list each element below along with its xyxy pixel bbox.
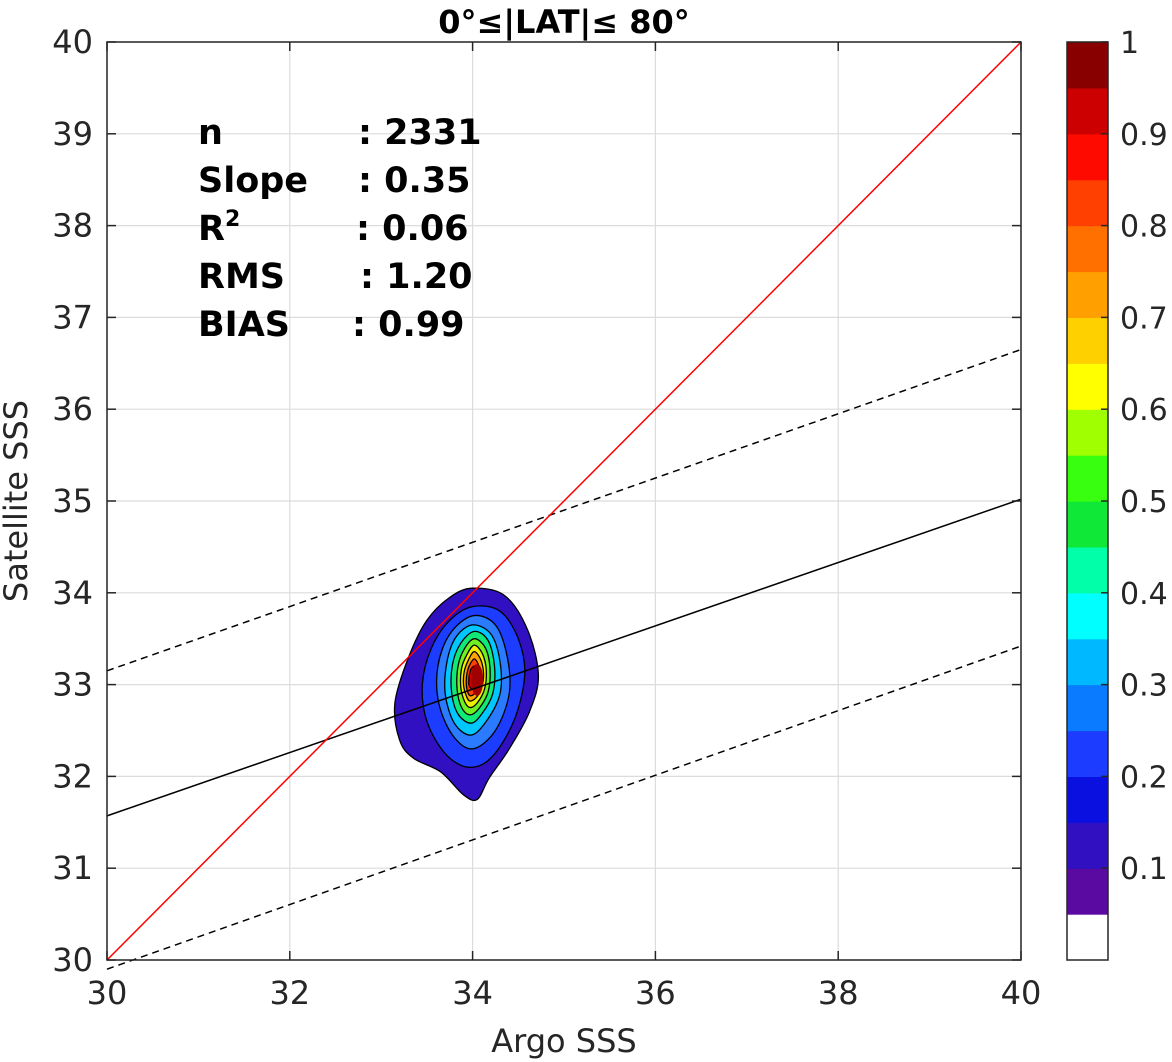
colorbar-tick-label: 0.7	[1120, 301, 1168, 336]
y-tick-label: 31	[52, 849, 93, 887]
colorbar-tick-label: 0.9	[1120, 118, 1168, 153]
colorbar-segment	[1067, 868, 1108, 915]
stats-annotation: n : 2331 Slope : 0.35 R2 : 0.06 RMS : 1.20 BIAS:…	[198, 113, 482, 345]
colorbar-segment	[1067, 363, 1108, 410]
x-tick-label: 40	[1001, 974, 1042, 1012]
x-tick-label: 30	[87, 974, 128, 1012]
colorbar-tick-label: 0.6	[1120, 393, 1168, 428]
y-tick-label: 34	[52, 574, 93, 612]
colorbar-segment	[1067, 317, 1108, 364]
colorbar-tick-label: 0.5	[1120, 485, 1168, 520]
colorbar-segment	[1067, 133, 1108, 181]
colorbar-segment	[1067, 179, 1108, 227]
colorbar-segment	[1067, 87, 1108, 135]
colorbar-segment	[1067, 225, 1108, 273]
x-axis-ticks: 30 32 34 36 38 40	[87, 42, 1042, 1012]
stat-label: RMS	[198, 257, 285, 297]
colorbar-segment	[1067, 776, 1108, 823]
y-tick-label: 40	[52, 23, 93, 61]
stat-value: : 2331	[358, 113, 482, 153]
stat-label: Slope	[198, 161, 308, 201]
colorbar-tick-label: 0.1	[1120, 852, 1168, 887]
x-tick-label: 34	[452, 974, 493, 1012]
colorbar-segment	[1067, 271, 1108, 318]
x-tick-label: 32	[269, 974, 310, 1012]
stat-value: : 1.20	[360, 257, 473, 297]
colorbar-segment	[1067, 455, 1108, 502]
density-peak	[471, 664, 484, 697]
colorbar-segment	[1067, 822, 1108, 869]
stat-superscript: 2	[225, 207, 240, 232]
lower-bound-line	[106, 645, 1022, 970]
y-tick-label: 38	[52, 207, 93, 245]
y-axis-ticks: 30 31 32 33 34 35 36 37 38 39 40	[52, 23, 1021, 979]
regression-fit-line	[106, 498, 1022, 817]
y-tick-label: 30	[52, 941, 93, 979]
colorbar-segment	[1067, 914, 1108, 961]
stat-label: n	[198, 113, 223, 153]
colorbar-segment	[1067, 730, 1108, 777]
x-axis-label: Argo SSS	[491, 1022, 636, 1060]
colorbar-tick-label: 1	[1120, 26, 1139, 61]
y-tick-label: 32	[52, 757, 93, 795]
colorbar-segment	[1067, 501, 1108, 548]
stat-label: BIAS	[198, 305, 290, 345]
colorbar: 0.1 0.2 0.3 0.4 0.5 0.6 0.7 0.8 0.9 1	[1066, 26, 1168, 961]
density-contours	[393, 587, 540, 802]
colorbar-tick-label: 0.2	[1120, 760, 1168, 795]
y-tick-label: 33	[52, 666, 93, 704]
reference-lines	[106, 41, 1022, 970]
y-tick-label: 36	[52, 390, 93, 428]
upper-bound-line	[106, 348, 1022, 672]
stat-value: : 0.35	[358, 161, 471, 201]
chart-title: 0°≤|LAT|≤ 80°	[438, 3, 689, 42]
colorbar-segment	[1067, 592, 1108, 640]
colorbar-segment	[1067, 546, 1108, 594]
stat-value: : 0.99	[352, 305, 465, 345]
colorbar-segment	[1067, 42, 1108, 89]
colorbar-segment	[1067, 409, 1108, 456]
x-tick-label: 36	[635, 974, 676, 1012]
stat-value: : 0.06	[356, 209, 469, 249]
y-axis-label: Satellite SSS	[0, 400, 35, 602]
one-to-one-line	[106, 41, 1022, 961]
y-tick-label: 39	[52, 115, 93, 153]
stat-label: R2	[198, 207, 240, 249]
colorbar-segment	[1067, 638, 1108, 686]
y-tick-label: 35	[52, 482, 93, 520]
y-tick-label: 37	[52, 298, 93, 336]
colorbar-tick-label: 0.8	[1120, 210, 1168, 245]
colorbar-segment	[1067, 684, 1108, 732]
x-tick-label: 38	[818, 974, 859, 1012]
colorbar-tick-label: 0.4	[1120, 577, 1168, 612]
colorbar-tick-label: 0.3	[1120, 669, 1168, 704]
